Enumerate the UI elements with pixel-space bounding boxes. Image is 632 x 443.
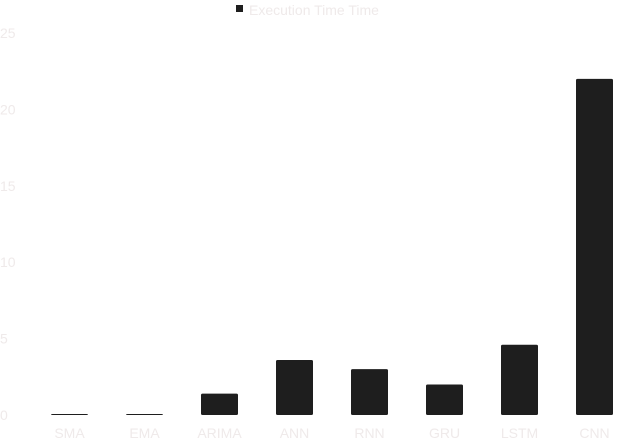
x-tick-label-lstm: LSTM <box>501 425 538 441</box>
bar-lstm <box>501 344 538 415</box>
legend-label: Execution Time Time <box>249 2 379 18</box>
y-tick-label-1: 5 <box>0 331 8 347</box>
y-tick-label-0: 0 <box>0 407 8 423</box>
bar-gru <box>426 384 463 415</box>
x-tick-label-arima: ARIMA <box>197 425 242 441</box>
bar-ann <box>276 359 313 415</box>
x-tick-label-ema: EMA <box>129 425 160 441</box>
y-tick-label-5: 25 <box>0 25 16 41</box>
y-tick-label-3: 15 <box>0 178 16 194</box>
y-axis: 0 5 10 15 20 25 <box>0 25 16 423</box>
x-axis: SMA EMA ARIMA ANN RNN GRU LSTM CNN <box>54 425 609 441</box>
x-tick-label-rnn: RNN <box>354 425 384 441</box>
x-tick-label-gru: GRU <box>429 425 460 441</box>
legend-swatch <box>236 5 243 12</box>
bar-sma <box>51 414 88 415</box>
bar-ema <box>126 414 163 415</box>
bar-cnn <box>576 78 613 415</box>
bar-arima <box>201 393 238 415</box>
y-tick-label-4: 20 <box>0 101 16 117</box>
x-tick-label-ann: ANN <box>280 425 310 441</box>
y-tick-label-2: 10 <box>0 254 16 270</box>
bar-rnn <box>351 369 388 415</box>
x-tick-label-sma: SMA <box>54 425 85 441</box>
x-tick-label-cnn: CNN <box>579 425 609 441</box>
chart-legend: Execution Time Time <box>236 2 379 18</box>
bars <box>51 78 613 415</box>
